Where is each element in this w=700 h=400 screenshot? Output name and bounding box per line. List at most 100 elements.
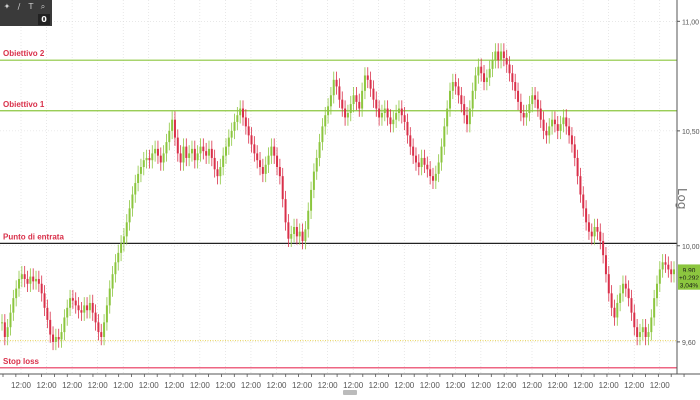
candle-body [361, 90, 364, 109]
candle-body [6, 327, 9, 337]
candle-body [335, 79, 338, 87]
x-tick-label: 12:00 [37, 381, 58, 390]
candle-body [273, 146, 276, 156]
candle-body [573, 144, 576, 158]
candle-body [562, 117, 565, 125]
candle-body [585, 208, 588, 223]
candle-body [593, 226, 596, 237]
candle-body [329, 95, 332, 107]
candle-body [293, 226, 296, 235]
candle-body [74, 300, 77, 306]
candle-body [403, 115, 406, 122]
x-tick-label: 12:00 [420, 381, 441, 390]
candle-body [324, 115, 327, 127]
candle-body [295, 226, 298, 237]
pencil-icon[interactable]: ∕ [17, 2, 21, 11]
candle-body [658, 269, 661, 284]
candle-body [655, 283, 658, 299]
text-icon[interactable]: T [28, 2, 34, 11]
candle-body [443, 126, 446, 147]
candle-body [474, 75, 477, 91]
candle-body [270, 146, 273, 156]
candle-body [613, 307, 616, 318]
candle-body [185, 146, 188, 158]
candle-body [171, 119, 174, 131]
candle-body [477, 66, 480, 76]
candle-body [35, 278, 38, 282]
candle-body [341, 99, 344, 109]
candle-body [380, 112, 383, 118]
candle-body [556, 124, 559, 131]
candle-body [114, 262, 117, 275]
candle-body [105, 305, 108, 323]
level-label: Obiettivo 2 [3, 49, 45, 58]
candle-body [281, 176, 284, 200]
candle-body [349, 104, 352, 113]
candle-body [673, 269, 675, 275]
candle-body [9, 312, 12, 328]
candle-body [239, 108, 242, 116]
arrow-icon[interactable]: ✦ [3, 2, 11, 11]
candle-body [531, 95, 534, 105]
candle-body [26, 278, 29, 284]
candle-body [176, 137, 179, 154]
x-tick-label: 12:00 [343, 381, 364, 390]
candle-body [318, 142, 321, 158]
candle-body [653, 298, 656, 318]
candle-body [423, 157, 426, 165]
candle-body [570, 135, 573, 145]
candle-body [182, 146, 185, 163]
candle-body [321, 126, 324, 143]
x-tick-label: 12:00 [624, 381, 645, 390]
candle-body [386, 108, 389, 118]
candle-body [32, 276, 35, 282]
candle-body [599, 231, 602, 242]
candle-body [100, 332, 103, 337]
candle-body [86, 305, 89, 311]
candle-body [471, 90, 474, 109]
candle-body [576, 157, 579, 177]
x-tick-label: 12:00 [650, 381, 671, 390]
level-label: Stop loss [3, 357, 40, 366]
candlestick-series [1, 43, 675, 351]
candle-body [454, 82, 457, 87]
candle-body [276, 155, 279, 168]
x-tick-label: 12:00 [11, 381, 32, 390]
candle-body [94, 312, 97, 323]
candle-body [511, 73, 514, 83]
candle-body [638, 332, 641, 337]
candle-body [346, 112, 349, 118]
candle-body [363, 75, 366, 91]
candle-body [117, 252, 120, 263]
y-tick-label: 10,50 [682, 129, 700, 136]
candle-body [534, 95, 537, 100]
candle-body [131, 194, 134, 209]
candle-body [460, 95, 463, 105]
x-tick-label: 12:00 [548, 381, 569, 390]
candle-body [304, 229, 307, 242]
candle-body [222, 155, 225, 168]
candle-body [52, 334, 55, 342]
candle-body [1, 322, 3, 324]
price-label: 9,90 [683, 267, 696, 274]
candle-body [77, 305, 80, 311]
x-tick-label: 12:00 [190, 381, 211, 390]
candle-body [43, 293, 46, 308]
zoom-icon[interactable]: ⌕ [40, 2, 46, 11]
candle-body [267, 155, 270, 165]
candle-body [188, 153, 191, 158]
candle-body [154, 148, 157, 154]
candle-body [395, 112, 398, 120]
candle-body [468, 108, 471, 125]
candle-body [372, 88, 375, 100]
x-tick-label: 12:00 [445, 381, 466, 390]
candle-body [128, 208, 131, 223]
scale-mode-label[interactable]: Log [675, 188, 689, 210]
candle-body [582, 194, 585, 209]
candle-body [69, 298, 72, 308]
x-tick-label: 12:00 [164, 381, 185, 390]
candle-body [216, 169, 219, 177]
scroll-handle[interactable] [343, 390, 357, 395]
